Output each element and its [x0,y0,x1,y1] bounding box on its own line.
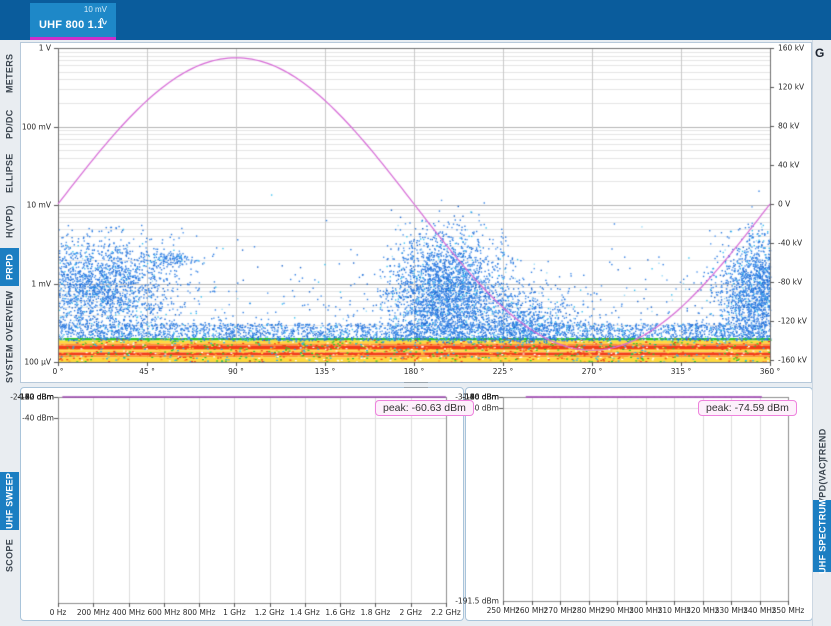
application-window: 10 mV UHF 800 1.1 ∿ METERSPD/DCELLIPSEH(… [0,0,831,626]
device-tab-label: UHF 800 1.1 [39,19,104,31]
top-bar: 10 mV UHF 800 1.1 ∿ [0,0,831,40]
sweep-peak-badge: peak: -60.63 dBm [375,400,474,416]
sine-wave-icon: ∿ [98,14,108,28]
range-readout: 10 mV [84,5,107,14]
device-tab-uhf800[interactable]: 10 mV UHF 800 1.1 ∿ [30,3,116,40]
charts-canvas[interactable] [0,0,831,626]
spectrum-peak-badge: peak: -74.59 dBm [698,400,797,416]
